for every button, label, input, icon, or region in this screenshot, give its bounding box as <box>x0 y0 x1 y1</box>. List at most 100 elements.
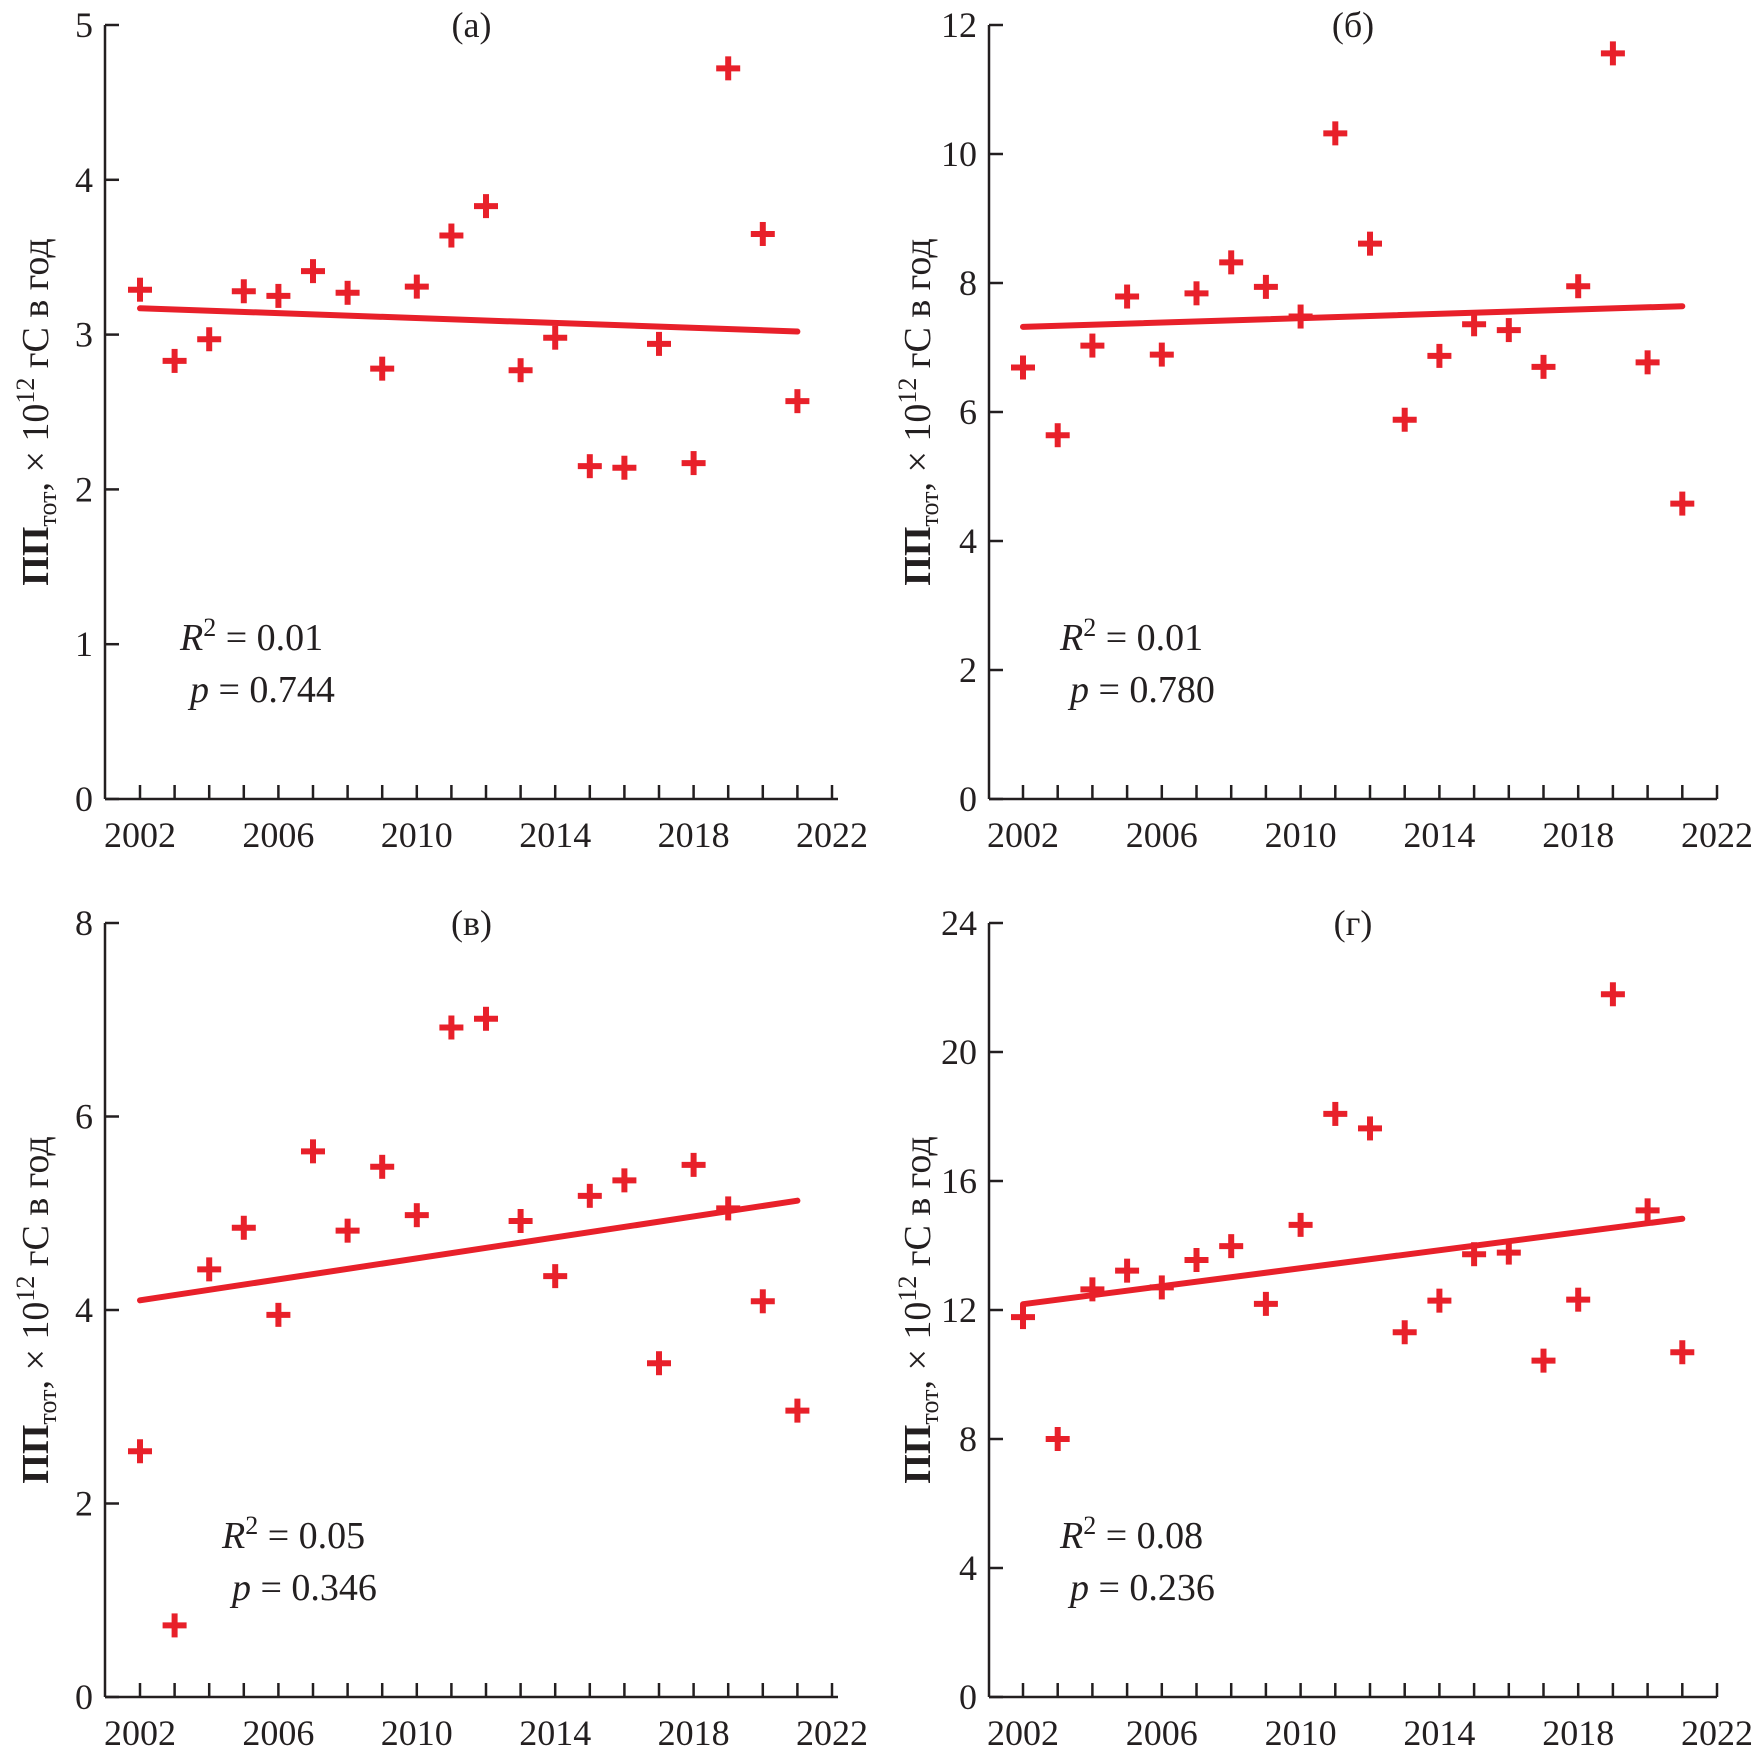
data-point-2016 <box>612 455 637 480</box>
data-point-2019 <box>1600 982 1625 1007</box>
y-tick-label: 4 <box>959 1548 977 1588</box>
y-label-main: ПП <box>897 527 939 586</box>
y-label-mid: , × 10 <box>15 1302 57 1390</box>
data-point-2006 <box>1149 342 1174 367</box>
data-point-2021 <box>785 1398 810 1423</box>
x-tick-label: 2022 <box>796 1713 868 1753</box>
y-tick-label: 24 <box>941 903 977 943</box>
y-tick-label: 8 <box>959 263 977 303</box>
data-point-2009 <box>1253 1291 1278 1316</box>
y-tick-label: 12 <box>941 1290 977 1330</box>
trend-line <box>137 1197 801 1304</box>
y-label-main: ПП <box>15 527 57 586</box>
y-tick-label: 8 <box>75 903 93 943</box>
data-point-2002 <box>1011 355 1035 380</box>
data-point-2003 <box>1045 423 1070 448</box>
data-point-2020 <box>1635 1198 1660 1223</box>
y-tick-label: 10 <box>941 134 977 174</box>
data-point-2017 <box>1531 354 1556 379</box>
data-point-2002 <box>128 277 152 302</box>
data-point-2015 <box>577 454 602 479</box>
y-label-tail: гС в год <box>897 1136 939 1275</box>
y-label-mid: , × 10 <box>15 404 57 492</box>
data-point-2006 <box>266 283 291 308</box>
y-label-sub: тот <box>33 1390 62 1425</box>
data-point-2008 <box>1219 250 1244 275</box>
data-point-2016 <box>1496 318 1521 343</box>
x-tick-label: 2018 <box>658 815 730 855</box>
y-tick-label: 0 <box>75 1677 93 1717</box>
r-squared-annotation: R2 = 0.01 <box>1059 613 1203 659</box>
y-label-sup: 12 <box>893 378 922 404</box>
data-point-2007 <box>1184 281 1209 306</box>
y-label-sub: тот <box>33 492 62 527</box>
y-label-sub: тот <box>915 1390 944 1425</box>
data-point-2016 <box>1496 1240 1521 1265</box>
r-squared-annotation: R2 = 0.08 <box>1059 1511 1203 1557</box>
data-point-2020 <box>750 221 775 246</box>
y-tick-label: 4 <box>75 1290 93 1330</box>
y-tick-label: 2 <box>959 650 977 690</box>
data-point-2008 <box>1219 1234 1244 1259</box>
x-tick-label: 2014 <box>1403 815 1475 855</box>
data-point-2004 <box>1080 1277 1105 1302</box>
data-point-2011 <box>439 223 464 248</box>
panel-2: 0 2 4 6 8 10 12 2002 2006 2010 2014 2018 2022 (б) ППто… <box>893 5 1753 855</box>
data-point-2005 <box>231 279 256 304</box>
y-tick-label: 4 <box>75 160 93 200</box>
data-point-2014 <box>1427 1288 1452 1313</box>
data-point-2013 <box>508 1208 533 1233</box>
panel-title: (в) <box>451 903 492 943</box>
x-tick-label: 2002 <box>987 815 1059 855</box>
x-tick-label: 2022 <box>796 815 868 855</box>
p-value-annotation: p = 0.346 <box>229 1567 377 1609</box>
y-tick-label: 0 <box>959 779 977 819</box>
y-label-tail: гС в год <box>15 238 57 377</box>
data-point-2004 <box>197 1257 222 1282</box>
data-point-2021 <box>1670 491 1695 516</box>
trend-line <box>1020 1215 1686 1308</box>
x-tick-label: 2022 <box>1681 1713 1753 1753</box>
data-point-2010 <box>404 274 429 299</box>
x-tick-label: 2006 <box>1126 815 1198 855</box>
y-tick-label: 6 <box>75 1097 93 1137</box>
data-point-2011 <box>439 1015 464 1040</box>
data-point-2008 <box>335 280 360 305</box>
data-point-2003 <box>1045 1427 1070 1451</box>
data-point-2005 <box>231 1215 256 1240</box>
data-point-2018 <box>1566 1287 1591 1312</box>
trend-line <box>1020 303 1686 330</box>
x-tick-label: 2018 <box>1542 815 1614 855</box>
data-point-2019 <box>716 1196 741 1221</box>
y-tick-label: 16 <box>941 1161 977 1201</box>
y-label-sup: 12 <box>11 1276 40 1302</box>
p-value-annotation: p = 0.780 <box>1067 669 1215 711</box>
data-point-2013 <box>1392 1320 1417 1345</box>
x-tick-label: 2014 <box>519 815 591 855</box>
y-label-sup: 12 <box>11 378 40 404</box>
data-point-2010 <box>1288 304 1313 329</box>
data-point-2003 <box>162 1613 187 1638</box>
y-label-mid: , × 10 <box>897 404 939 492</box>
panel-3: 0 2 4 6 8 2002 2006 2010 2014 2018 2022 (в) ППтот, ×… <box>11 903 868 1753</box>
data-point-2009 <box>370 1154 395 1179</box>
data-point-2011 <box>1323 121 1348 146</box>
data-point-2013 <box>508 358 533 383</box>
data-point-2009 <box>1253 274 1278 299</box>
x-tick-label: 2022 <box>1681 815 1753 855</box>
trend-line <box>137 305 801 335</box>
y-tick-label: 2 <box>75 469 93 509</box>
x-tick-label: 2002 <box>104 815 176 855</box>
data-point-2002 <box>1011 1305 1035 1330</box>
data-point-2007 <box>301 1139 325 1164</box>
data-point-2010 <box>1288 1212 1313 1237</box>
data-point-2003 <box>162 348 187 373</box>
panel-4: 0 4 8 12 16 20 24 2002 2006 2010 2014 2018 2022 (г) ПП… <box>893 903 1753 1753</box>
data-point-2009 <box>370 356 395 381</box>
data-point-2016 <box>612 1168 637 1193</box>
data-point-2012 <box>474 1006 498 1031</box>
data-point-2004 <box>1080 333 1105 358</box>
data-point-2007 <box>1184 1248 1209 1273</box>
data-point-2004 <box>197 327 222 352</box>
